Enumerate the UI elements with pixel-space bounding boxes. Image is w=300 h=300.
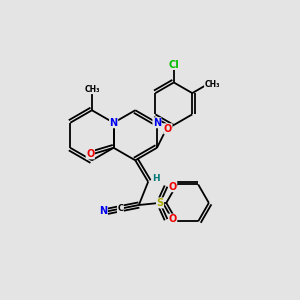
Text: O: O [169, 182, 177, 192]
Text: Cl: Cl [169, 59, 179, 70]
Text: H: H [152, 174, 159, 183]
Text: CH₃: CH₃ [84, 85, 100, 94]
Text: N: N [99, 206, 107, 216]
Text: C: C [117, 204, 124, 213]
Text: O: O [86, 149, 94, 159]
Text: O: O [164, 124, 172, 134]
Text: O: O [169, 214, 177, 224]
Text: N: N [110, 118, 118, 128]
Text: CH₃: CH₃ [205, 80, 220, 89]
Text: N: N [153, 118, 161, 128]
Text: S: S [157, 198, 164, 208]
